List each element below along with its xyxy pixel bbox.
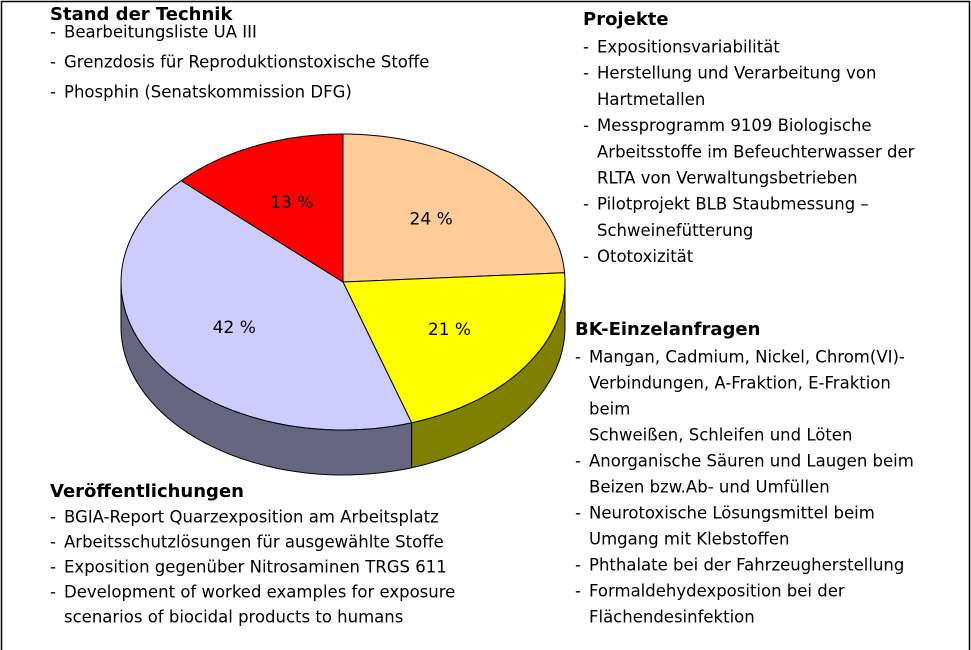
annotation-item: Schweißen, Schleifen und Löten [589,426,852,445]
annotation-item: Formaldehydexposition bei der [589,582,845,601]
annotation-item: Neurotoxische Lösungsmittel beim [589,504,875,523]
annotation-item: Exposition gegenüber Nitrosaminen TRGS 6… [64,558,447,577]
bullet: - [50,558,56,577]
annotation-item: Herstellung und Verarbeitung von [597,64,876,83]
bullet: - [50,83,56,102]
annotation-title: Veröffentlichungen [50,481,244,502]
annotation-item: BGIA-Report Quarzexposition am Arbeitspl… [64,508,439,527]
annotation-item: Grenzdosis für Reproduktionstoxische Sto… [64,53,429,72]
annotation-item: Anorganische Säuren und Laugen beim [589,452,914,471]
bullet: - [575,504,581,523]
annotation-item: Ototoxizität [597,247,694,266]
annotation-item: Flächendesinfektion [589,608,755,627]
bullet: - [50,583,56,602]
bullet: - [50,53,56,72]
bullet: - [575,452,581,471]
annotation-item: beim [589,400,630,419]
annotation-item: Schweinefütterung [597,221,753,240]
bullet: - [50,533,56,552]
bullet: - [575,582,581,601]
value-label: 21 % [428,320,471,340]
bullet: - [50,508,56,527]
value-label: 42 % [213,318,256,338]
annotation-item: Arbeitsschutzlösungen für ausgewählte St… [64,533,444,552]
annotation-item: Umgang mit Klebstoffen [589,530,789,549]
value-label: 24 % [410,209,453,229]
annotation-item: Hartmetallen [597,90,705,109]
annotation-title: Projekte [583,9,669,30]
bullet: - [575,556,581,575]
pie-slice [180,133,344,283]
pie-slice [342,272,566,424]
annotation-item: Phosphin (Senatskommission DFG) [64,83,352,102]
bullet: - [583,247,589,266]
annotation-item: Mangan, Cadmium, Nickel, Chrom(VI)- [589,348,905,367]
bullet: - [575,348,581,367]
annotation-item: Arbeitsstoffe im Befeuchterwasser der [597,142,915,161]
annotation-item: Beizen bzw.Ab- und Umfüllen [589,478,830,497]
bullet: - [50,23,56,42]
annotation-title: Stand der Technik [50,4,233,25]
pie-slice [120,180,413,431]
annotation-item: RLTA von Verwaltungsbetrieben [597,169,858,188]
bullet: - [583,116,589,135]
annotation-item: Bearbeitungsliste UA III [64,23,257,42]
value-label: 13 % [270,193,313,213]
annotation-item: Pilotprojekt BLB Staubmessung – [597,195,869,214]
annotation-item: scenarios of biocidal products to humans [64,608,403,627]
bullet: - [583,195,589,214]
annotation-item: Expositionsvariabilität [597,38,780,57]
bullet: - [583,64,589,83]
bullet: - [583,38,589,57]
annotation-item: Messprogramm 9109 Biologische [597,116,872,135]
annotation-item: Development of worked examples for expos… [64,583,455,602]
annotation-item: Phthalate bei der Fahrzeugherstellung [589,556,904,575]
annotation-item: Verbindungen, A-Fraktion, E-Fraktion [589,374,891,393]
annotation-title: BK-Einzelanfragen [575,319,760,340]
pie-slice [342,133,566,283]
